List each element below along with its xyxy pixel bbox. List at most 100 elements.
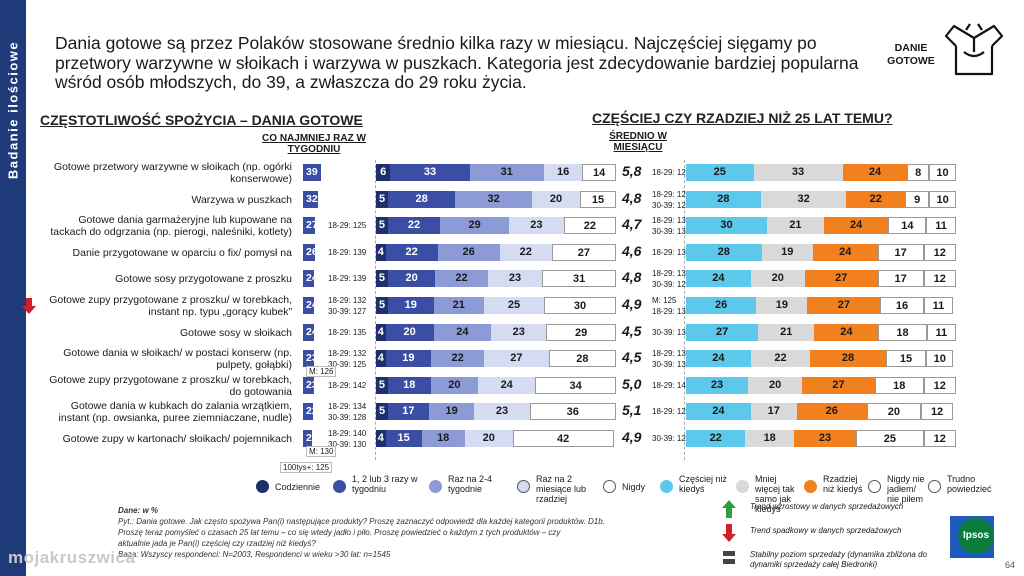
age-note-line: 18-29: 132 [328,296,367,305]
chart-row: Gotowe przetwory warzywne w słoikach (np… [0,160,1024,186]
age-note-right: 18-29: 135 30-39: 139 [652,348,690,370]
ipsos-logo: Ipsos [958,518,994,554]
bar-segment: 17 [877,243,924,261]
bar-segment: 24 [686,403,751,421]
sidebar: Badanie ilościowe [0,0,26,576]
weekly-total-bar: 27 [303,217,318,235]
category-label: Warzywa w puszkach [191,193,292,206]
bar-segment: 24 [478,376,536,394]
legend-label: Częściej niż kiedyś [679,474,728,494]
bar-segment: 21 [767,217,824,235]
trend-down-icon [722,524,736,542]
bar-segment: 20 [866,403,921,421]
monthly-mean: 4,8 [622,189,642,206]
bar-segment: 22 [499,243,552,261]
age-note-line: 18-29: 135 [328,327,367,337]
bar-segment: 19 [761,243,813,261]
bar-segment: 24 [823,217,889,235]
bar-segment: 20 [750,270,805,288]
bar-segment: 5 [376,270,388,288]
bar-segment: 20 [430,376,479,394]
bar-segment: 42 [512,430,614,447]
page-number: 64 [1005,560,1016,570]
weekly-total-bar: 24 [303,297,318,314]
bar-segment: 14 [582,164,616,181]
bar-segment: 11 [923,297,954,314]
bar-segment: 21 [433,297,484,314]
bar-segment: 18 [387,376,431,394]
ready-meal-box-icon [944,23,1004,76]
bar-segment: 12 [923,243,956,261]
bar-segment: 24 [433,323,492,341]
trend-down-icon [22,298,36,314]
chart-row: Gotowe zupy przygotowane z proszku/ w to… [0,373,1024,399]
age-note-line: 18-29: 132 [652,307,691,316]
weekly-total-bar: 24 [303,270,318,288]
age-note-line: 18-29: 142 [652,380,691,390]
bar-segment: 20 [387,270,436,288]
notes-line: Baza: Wszyscy respondenci: N=2003, Respo… [118,550,391,559]
stacked-bar-left: 4 20 24 23 29 [376,323,616,341]
bar-segment: 25 [483,297,544,314]
bar-segment: 5 [376,190,388,208]
monthly-mean: 4,5 [622,349,642,366]
age-note-line: 18-29: 129 [652,407,691,417]
bar-segment: 11 [926,323,956,341]
notes-line: Pyt.: Dania gotowe. Jak często spożywa P… [118,517,605,526]
age-note-line: 18-29: 132 [652,269,691,279]
stacked-bar-right: 28 32 22 9 10 [686,190,956,208]
bar-segment: 4 [376,243,386,261]
age-note-line: 18-29: 139 [328,247,367,257]
bar-segment: 12 [920,403,954,421]
bar-segment: 5 [376,217,388,235]
weekly-total-bar: 24 [303,323,318,341]
bar-segment: 10 [929,190,956,208]
legend-swatch-icon [256,480,269,493]
bar-segment: 20 [531,190,580,208]
monthly-mean: 4,5 [622,322,642,339]
base-note: 100tys+: 125 [280,462,333,473]
bar-segment: 16 [543,164,583,181]
age-note-right: 30-39: 129 [652,433,690,444]
age-note-right: 18-29: 132 30-39: 127 [652,268,690,290]
bar-segment: 24 [814,323,879,341]
age-note-line: 30-39: 127 [328,307,367,316]
weekly-total-bar: 23 [303,350,318,368]
bar-segment: 32 [455,190,532,208]
legend-swatch-icon [517,480,530,493]
legend-label: 1, 2 lub 3 razy w tygodniu [352,474,418,494]
bar-segment: 22 [686,430,746,447]
bar-segment: 18 [878,323,927,341]
age-note-line: 18-29: 126 [652,189,691,199]
monthly-mean: 4,7 [622,216,642,233]
bar-segment: 5 [376,297,388,314]
bar-segment: 26 [437,243,500,261]
age-note-right: 18-29: 127 [652,167,690,178]
age-note: 18-29: 134 30-39: 128 [328,401,366,423]
category-label: Gotowe zupy w kartonach/ słoikach/ pojem… [62,433,292,445]
bar-segment: 23 [509,217,564,235]
bar-segment: 14 [888,217,927,235]
category-label: Gotowe sosy przygotowane z proszku [115,273,292,286]
bar-segment: 15 [885,350,927,368]
trend-stable-icon [723,551,735,564]
bar-segment: 28 [548,350,616,368]
weekly-column-header: CO NAJMNIEJ RAZ W TYGODNIU [262,133,366,155]
chart-row: Gotowe sosy przygotowane z proszku 24 18-2… [0,266,1024,292]
bar-segment: 34 [535,376,617,394]
legend-swatch-icon [868,480,881,493]
age-note-right: 18-29: 136 [652,247,690,258]
bar-segment: 18 [874,376,924,394]
mean-column-header: ŚREDNIO W MIESIĄCU [609,131,667,153]
stacked-bar-right: 25 33 24 8 10 [686,164,956,181]
bar-segment: 26 [686,297,757,314]
category-label: Danie przygotowane w oparciu o fix/ pomy… [72,246,292,259]
age-note-line: 30-39: 125 [328,360,367,370]
trend-down-text: Trend spadkowy w danych sprzedażowych [750,526,902,535]
age-note-right: 30-39: 133 [652,327,690,338]
bar-segment: 28 [686,243,762,261]
stacked-bar-left: 4 19 22 27 28 [376,350,616,368]
category-label: Gotowe sosy w słoikach [179,326,292,339]
age-note-right: 18-29: 142 [652,380,690,391]
bar-segment: 22 [431,350,484,368]
